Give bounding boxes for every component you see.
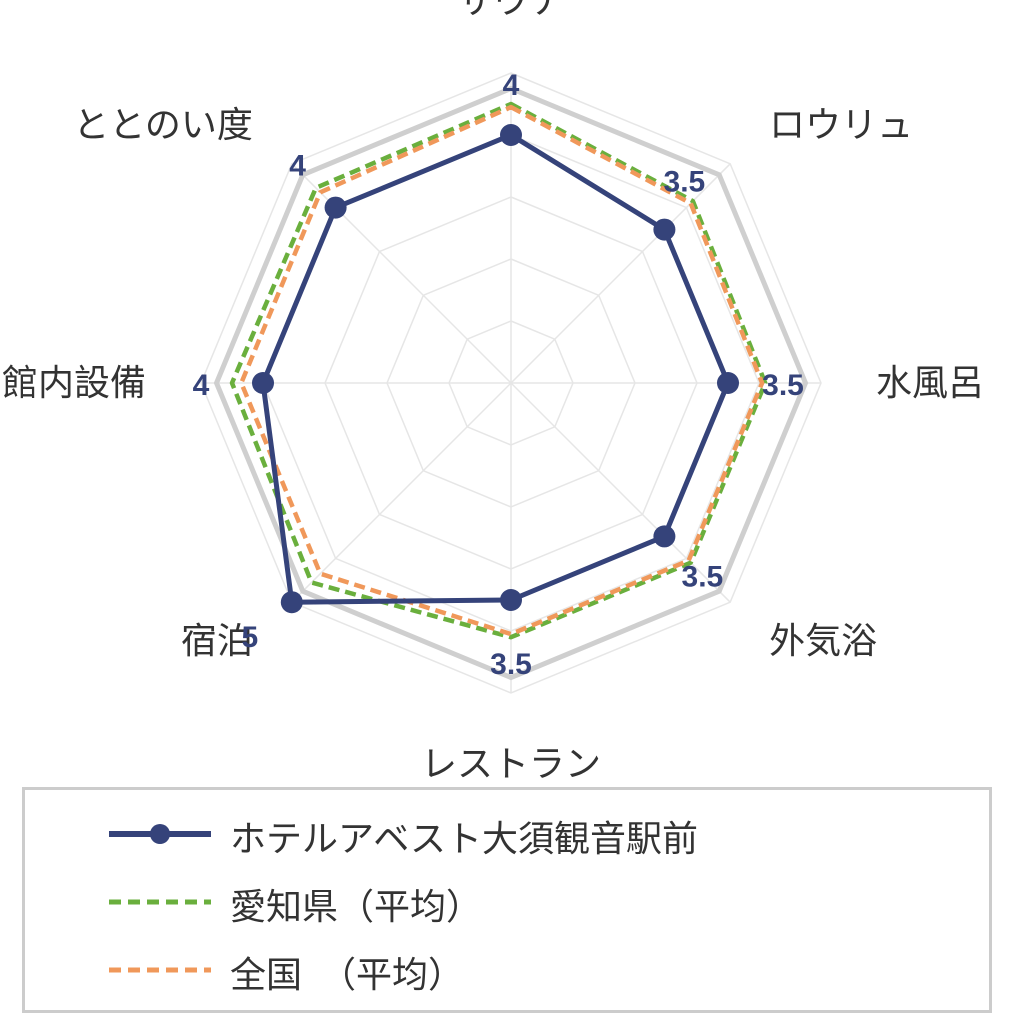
legend-swatch-hotel (109, 824, 211, 844)
radar-series (229, 101, 768, 640)
axis-label-6: 館内設備 (2, 363, 146, 404)
value-label-3: 3.5 (682, 560, 724, 593)
grid-spoke (510, 382, 731, 603)
legend-item-aichi: 愛知県（平均） (25, 872, 989, 932)
reference-ring (213, 85, 809, 681)
legend-item-hotel: ホテルアベスト大須観音駅前 (25, 804, 989, 864)
series-point-3 (653, 525, 676, 548)
axis-label-7: ととのい度 (73, 105, 253, 146)
axis-label-0: サウナ (457, 0, 565, 22)
legend-label-hotel: ホテルアベスト大須観音駅前 (230, 819, 699, 860)
series-point-7 (324, 196, 347, 219)
axis-label-5: 宿泊 (181, 621, 253, 662)
series-point-1 (653, 218, 676, 241)
legend: ホテルアベスト大須観音駅前 愛知県（平均） 全国 （平均） (22, 787, 992, 1013)
axis-label-1: ロウリュ (769, 105, 913, 146)
legend-swatch-aichi (109, 899, 211, 905)
legend-item-national: 全国 （平均） (25, 940, 989, 1000)
value-label-0: 4 (503, 69, 520, 102)
value-label-1: 3.5 (664, 166, 706, 199)
value-label-6: 4 (193, 369, 210, 402)
axis-label-2: 水風呂 (876, 363, 984, 404)
series-point-2 (717, 372, 739, 394)
series-point-5 (280, 591, 303, 614)
axis-label-4: レストラン (421, 744, 601, 785)
value-labels: 4 3.5 3.5 3.5 3.5 5 4 4 (193, 69, 804, 681)
legend-label-national: 全国 （平均） (230, 955, 465, 996)
series-point-0 (500, 124, 522, 146)
value-label-7: 4 (289, 150, 306, 183)
series-point-6 (252, 372, 274, 394)
value-label-5: 5 (241, 621, 258, 654)
value-label-2: 3.5 (762, 369, 804, 402)
legend-label-aichi: 愛知県（平均） (230, 887, 483, 928)
axis-label-3: 外気浴 (769, 621, 877, 662)
grid-spoke (291, 382, 512, 603)
series-point-4 (500, 589, 522, 611)
reference-ring-polygon (213, 85, 809, 681)
series-line-1 (229, 101, 768, 640)
value-label-4: 3.5 (490, 648, 532, 681)
legend-swatch-national (109, 967, 211, 973)
